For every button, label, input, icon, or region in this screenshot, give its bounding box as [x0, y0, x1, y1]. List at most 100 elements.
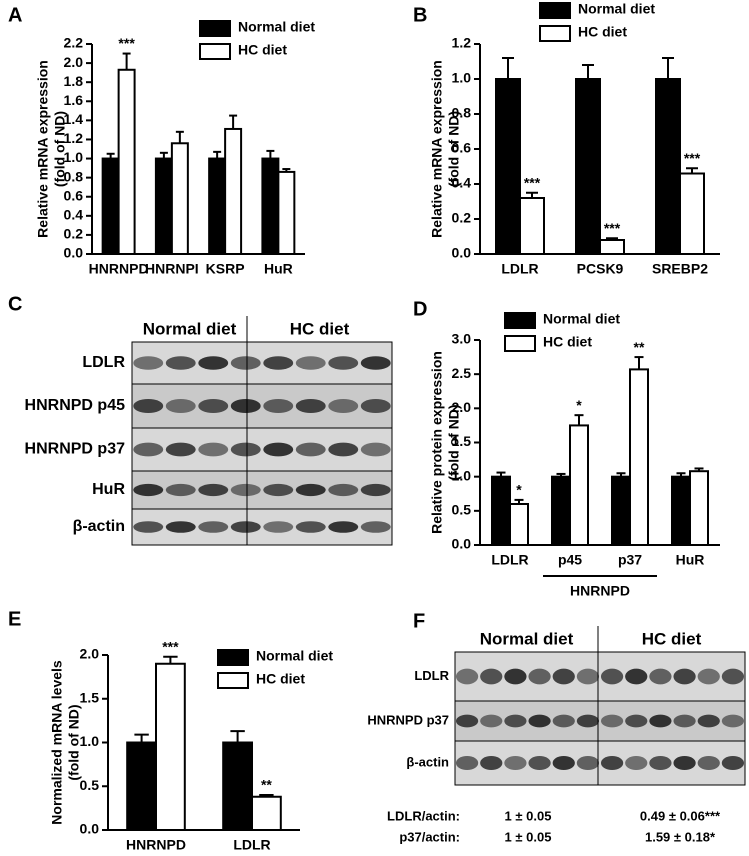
- legend-swatch: [199, 20, 231, 37]
- y-tick-label: 0.6: [64, 187, 84, 203]
- bar: [224, 127, 243, 255]
- quantification: 1 ± 0.05: [505, 829, 552, 844]
- y-axis-label: (fold of ND): [52, 111, 68, 187]
- blot-band: [480, 714, 503, 728]
- blot-band: [230, 483, 261, 497]
- legend-label: HC diet: [256, 671, 305, 687]
- bar: [101, 157, 120, 255]
- y-tick-label: 0.8: [64, 168, 84, 184]
- y-tick-label: 0.5: [452, 502, 472, 518]
- blot-band: [504, 755, 527, 771]
- legend-label: HC diet: [578, 24, 627, 40]
- blot-band: [263, 483, 294, 497]
- blot-band: [328, 521, 359, 533]
- blot-band: [528, 755, 551, 771]
- blot-strip: [454, 740, 746, 786]
- y-tick-label: 1.2: [64, 130, 84, 146]
- y-tick-label: 0.6: [452, 140, 472, 156]
- bar: [154, 157, 173, 255]
- row-label: HuR: [92, 481, 125, 498]
- blot-band: [455, 714, 479, 728]
- blot-band: [198, 483, 229, 497]
- y-tick-label: 0.0: [80, 821, 100, 837]
- blot-band: [528, 668, 551, 685]
- y-tick-label: 0.8: [452, 105, 472, 121]
- bar: [251, 795, 282, 831]
- blot-band: [328, 398, 359, 414]
- blot-band: [649, 668, 672, 685]
- blot-band: [721, 755, 745, 771]
- blot-band: [263, 521, 294, 533]
- bar: [509, 503, 529, 546]
- significance: ***: [604, 220, 621, 236]
- bar: [599, 239, 625, 255]
- y-tick-label: 1.8: [64, 73, 84, 89]
- blot-band: [528, 714, 551, 728]
- panel-letter: A: [8, 4, 22, 26]
- panel-letter: D: [413, 298, 427, 320]
- legend-swatch: [539, 25, 571, 42]
- blot-band: [600, 714, 624, 728]
- blot-band: [165, 483, 196, 497]
- blot-band: [165, 398, 196, 414]
- quantification: 0.49 ± 0.06***: [640, 808, 721, 823]
- blot-band: [649, 714, 672, 728]
- y-axis-label: (fold of ND): [446, 404, 462, 480]
- legend-swatch: [199, 43, 231, 60]
- x-tick-label: PCSK9: [577, 261, 624, 277]
- legend-label: Normal diet: [238, 19, 315, 35]
- x-tick-label: HNRNPD: [89, 261, 149, 277]
- bar: [277, 170, 296, 255]
- y-tick-label: 1.0: [452, 467, 472, 483]
- blot-band: [295, 483, 326, 497]
- blot-band: [165, 521, 196, 533]
- blot-band: [576, 668, 600, 685]
- y-tick-label: 2.2: [64, 35, 84, 51]
- y-tick-label: 2.5: [452, 365, 472, 381]
- y-tick-label: 2.0: [64, 54, 84, 70]
- blot-band: [455, 668, 479, 685]
- blot-band: [295, 398, 326, 414]
- row-label: β-actin: [406, 754, 449, 769]
- bar: [569, 424, 589, 546]
- bar: [551, 475, 571, 546]
- blot-band: [721, 714, 745, 728]
- blot-band: [576, 714, 600, 728]
- group-label: Normal diet: [143, 319, 237, 338]
- blot-band: [165, 442, 196, 457]
- blot-band: [625, 755, 648, 771]
- y-tick-label: 1.4: [64, 111, 84, 127]
- y-tick-label: 1.5: [80, 689, 100, 705]
- y-tick-label: 0.2: [452, 210, 472, 226]
- blot-band: [328, 356, 359, 370]
- significance: ***: [524, 174, 541, 190]
- bar: [170, 142, 189, 255]
- blot-band: [263, 398, 294, 414]
- blot-band: [263, 442, 294, 457]
- legend-label: HC diet: [238, 42, 287, 58]
- blot-band: [230, 442, 261, 457]
- significance: ***: [118, 35, 135, 51]
- bar: [689, 470, 709, 547]
- y-tick-label: 0.2: [64, 226, 84, 242]
- significance: *: [576, 397, 582, 413]
- bar: [575, 78, 601, 255]
- blot-band: [552, 755, 575, 771]
- y-axis-label: Relative protein expression: [429, 351, 445, 534]
- y-axis-label: Relative mRNA expression: [429, 60, 445, 238]
- bar: [208, 157, 227, 255]
- blot-band: [576, 755, 600, 771]
- blot-band: [198, 398, 229, 414]
- significance: *: [516, 482, 522, 498]
- bar: [629, 368, 649, 546]
- panel-letter: B: [413, 4, 427, 26]
- bar: [126, 741, 157, 831]
- blot-band: [625, 668, 648, 685]
- blot-band: [552, 668, 575, 685]
- blot-band: [230, 398, 261, 414]
- blot-band: [673, 755, 696, 771]
- blot-band: [360, 356, 391, 370]
- blot-band: [295, 442, 326, 457]
- panel-letter: F: [413, 610, 425, 632]
- blot-band: [552, 714, 575, 728]
